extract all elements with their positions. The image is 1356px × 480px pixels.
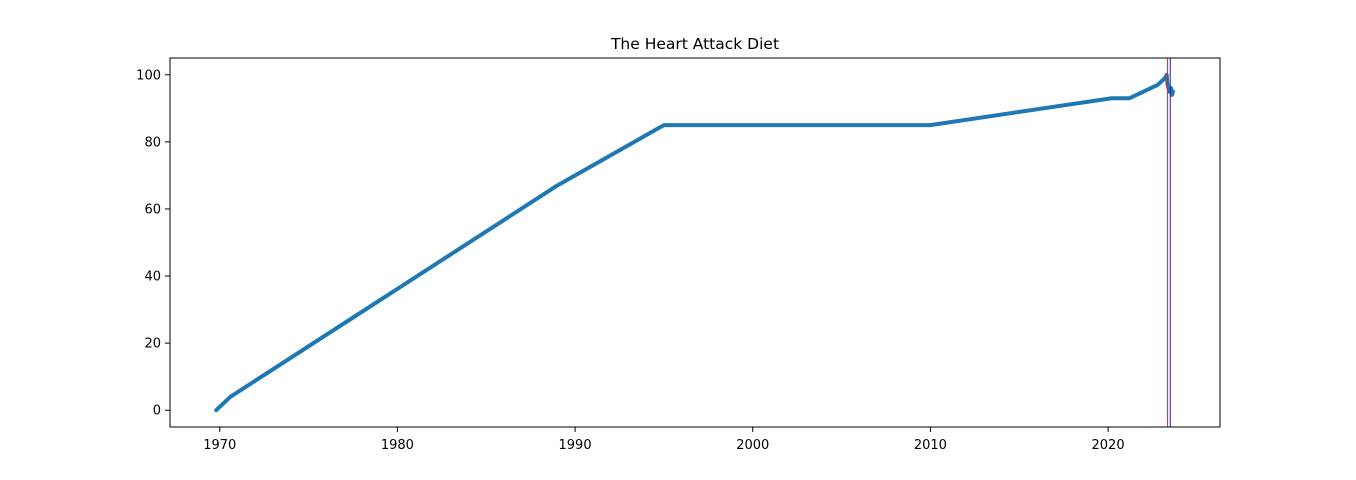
axes: 1970 1980 1990 2000 2010 2020 0 20 40 60 80 100 (136, 57, 1221, 453)
x-tick-label: 1990 (559, 438, 592, 453)
y-tick-label: 80 (144, 135, 161, 150)
y-tick-label: 100 (136, 68, 161, 83)
y-tick-label: 60 (144, 202, 161, 217)
x-tick-label: 1980 (381, 438, 414, 453)
x-tick-label: 2020 (1092, 438, 1125, 453)
plot-frame (169, 57, 1221, 428)
x-tick-label: 2010 (914, 438, 947, 453)
x-tick-label: 1970 (203, 438, 236, 453)
x-tick-label: 2000 (736, 438, 769, 453)
chart-title: The Heart Attack Diet (610, 35, 779, 53)
y-tick-label: 40 (144, 270, 161, 285)
y-tick-label: 20 (144, 337, 161, 352)
y-tick-label: 0 (153, 404, 161, 419)
plot-area (214, 58, 1175, 427)
series-line-0 (214, 72, 1175, 413)
